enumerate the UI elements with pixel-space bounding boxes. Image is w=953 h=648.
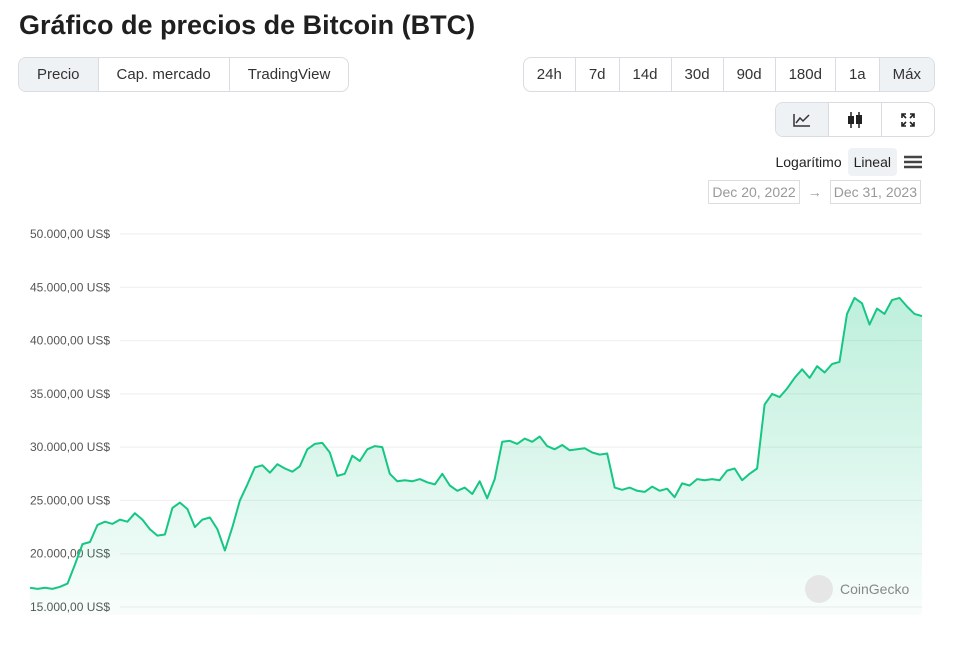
- range-button[interactable]: 24h: [536, 66, 562, 83]
- date-to[interactable]: Dec 31, 2023: [829, 180, 921, 204]
- price-line: [29, 296, 923, 590]
- y-tick-label: 45.000,00 US$: [30, 280, 110, 294]
- watermark-logo: [805, 575, 833, 603]
- tab-group: Precio Cap. mercado TradingView: [18, 57, 350, 92]
- range-button[interactable]: Máx: [878, 58, 934, 91]
- page-title: Gráfico de precios de Bitcoin (BTC): [19, 10, 476, 40]
- y-tick-label: 35.000,00 US$: [30, 387, 110, 401]
- y-tick-label: 40.000,00 US$: [30, 334, 110, 348]
- line-icon: [793, 113, 810, 127]
- fullscreen-button[interactable]: [881, 103, 934, 136]
- menu-icon[interactable]: [903, 154, 923, 170]
- date-range: Dec 20, 2022 → Dec 31, 2023: [708, 180, 921, 204]
- tab[interactable]: Cap. mercado: [97, 58, 229, 91]
- tab[interactable]: Precio: [19, 58, 98, 91]
- arrow: →: [807, 184, 822, 200]
- range-button[interactable]: 1a: [834, 58, 879, 91]
- scale-options: Logarítimo Lineal: [775, 148, 923, 176]
- candle-icon: [848, 111, 862, 128]
- watermark-text: CoinGecko: [840, 581, 909, 597]
- line-view-button[interactable]: [776, 103, 828, 136]
- range-button[interactable]: 14d: [618, 58, 671, 91]
- linear-option[interactable]: Lineal: [847, 148, 897, 176]
- candle-view-button[interactable]: [828, 103, 881, 136]
- y-tick-label: 20.000,00 US$: [30, 547, 110, 561]
- range-button[interactable]: 180d: [774, 58, 835, 91]
- log-option[interactable]: Logarítimo: [775, 154, 842, 170]
- expand-icon: [901, 112, 915, 127]
- range-button[interactable]: 7d: [574, 58, 619, 91]
- watermark: CoinGecko: [805, 575, 909, 603]
- area: [30, 297, 922, 615]
- range-group: 24h 7d 14d 30d 90d 180d 1a Máx: [522, 57, 935, 92]
- range-button[interactable]: 90d: [722, 58, 775, 91]
- view-group: [775, 102, 935, 137]
- y-tick-label: 50.000,00 US$: [30, 227, 110, 241]
- y-tick-label: 15.000,00 US$: [30, 600, 110, 614]
- date-from[interactable]: Dec 20, 2022: [708, 180, 800, 204]
- range-button[interactable]: 30d: [670, 58, 723, 91]
- y-tick-label: 25.000,00 US$: [30, 493, 110, 507]
- y-tick-label: 30.000,00 US$: [30, 440, 110, 454]
- tab[interactable]: TradingView: [228, 58, 349, 91]
